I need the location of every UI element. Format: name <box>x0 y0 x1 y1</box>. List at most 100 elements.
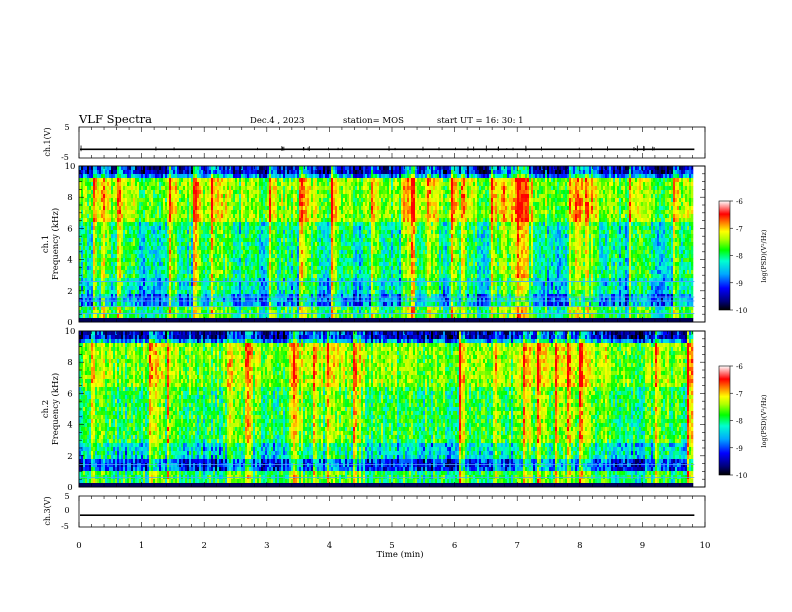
spectrogram-cell <box>173 190 175 194</box>
spectrogram-cell <box>175 170 177 174</box>
spectrogram-cell <box>171 214 173 218</box>
spectrogram-cell <box>165 314 167 318</box>
spectrogram-cell <box>113 214 115 218</box>
spectrogram-cell <box>191 302 193 306</box>
spectrogram-cell <box>171 242 173 246</box>
spectrogram-cell <box>89 270 91 274</box>
spectrogram-cell <box>145 166 147 170</box>
spectrogram-cell <box>175 194 177 198</box>
spectrogram-cell <box>185 298 187 302</box>
spectrogram-cell <box>161 226 163 230</box>
spectrogram-cell <box>169 218 171 222</box>
spectrogram-cell <box>141 186 143 190</box>
spectrogram-cell <box>169 246 171 250</box>
spectrogram-cell <box>95 302 97 306</box>
spectrogram-cell <box>149 262 151 266</box>
spectrogram-cell <box>191 178 193 182</box>
spectrogram-cell <box>93 238 95 242</box>
spectrogram-cell <box>125 170 127 174</box>
spectrogram-cell <box>195 226 197 230</box>
spectrogram-cell <box>117 274 119 278</box>
spectrogram-cell <box>93 182 95 186</box>
spectrogram-cell <box>129 298 131 302</box>
spectrogram-cell <box>81 286 83 290</box>
spectrogram-cell <box>97 210 99 214</box>
spectrogram-cell <box>125 174 127 178</box>
spectrogram-cell <box>171 166 173 170</box>
spectrogram-cell <box>177 218 179 222</box>
spectrogram-cell <box>91 210 93 214</box>
spectrogram-cell <box>111 206 113 210</box>
spectrogram-cell <box>165 198 167 202</box>
spectrogram-cell <box>95 274 97 278</box>
spectrogram-cell <box>81 202 83 206</box>
spectrogram-cell <box>119 294 121 298</box>
spectrogram-cell <box>151 266 153 270</box>
spectrogram-cell <box>97 262 99 266</box>
spectrogram-cell <box>179 190 181 194</box>
spectrogram-cell <box>189 314 191 318</box>
spectrogram-cell <box>179 294 181 298</box>
spectrogram-cell <box>113 274 115 278</box>
spectrogram-cell <box>109 194 111 198</box>
spectrogram-cell <box>83 282 85 286</box>
spectrogram-cell <box>81 314 83 318</box>
spectrogram-cell <box>127 282 129 286</box>
spectrogram-cell <box>133 218 135 222</box>
spectrogram-cell <box>117 218 119 222</box>
spectrogram-cell <box>85 290 87 294</box>
spectrogram-cell <box>139 222 141 226</box>
spectrogram-cell <box>135 274 137 278</box>
spectrogram-cell <box>179 182 181 186</box>
spectrogram-cell <box>193 290 195 294</box>
spectrogram-cell <box>89 194 91 198</box>
spectrogram-cell <box>159 314 161 318</box>
spectrogram-cell <box>101 298 103 302</box>
spectrogram-cell <box>153 186 155 190</box>
spectrogram-cell <box>171 234 173 238</box>
spectrogram-cell <box>181 170 183 174</box>
spectrogram-cell <box>179 234 181 238</box>
spectrogram-cell <box>193 266 195 270</box>
spectrogram-cell <box>197 190 199 194</box>
spectrogram-cell <box>187 298 189 302</box>
spectrogram-cell <box>177 290 179 294</box>
spectrogram-cell <box>125 182 127 186</box>
spectrogram-cell <box>189 250 191 254</box>
spectrogram-cell <box>163 314 165 318</box>
spectrogram-cell <box>103 266 105 270</box>
spectrogram-cell <box>111 274 113 278</box>
spectrogram-cell <box>127 182 129 186</box>
spectrogram-cell <box>133 186 135 190</box>
spectrogram-cell <box>139 234 141 238</box>
spectrogram-cell <box>99 166 101 170</box>
spectrogram-cell <box>181 254 183 258</box>
spectrogram-cell <box>111 202 113 206</box>
spectrogram-cell <box>193 262 195 266</box>
spectrogram-cell <box>179 218 181 222</box>
spectrogram-cell <box>155 250 157 254</box>
spectrogram-cell <box>193 174 195 178</box>
spectrogram-cell <box>135 214 137 218</box>
spectrogram-cell <box>135 166 137 170</box>
spectrogram-cell <box>185 246 187 250</box>
spectrogram-cell <box>187 266 189 270</box>
spectrogram-cell <box>189 214 191 218</box>
spectrogram-cell <box>191 190 193 194</box>
spectrogram-cell <box>173 194 175 198</box>
spectrogram-cell <box>87 274 89 278</box>
spectrogram-cell <box>117 186 119 190</box>
spectrogram-cell <box>101 206 103 210</box>
spectrogram-cell <box>179 254 181 258</box>
spectrogram-cell <box>95 286 97 290</box>
spectrogram-cell <box>193 202 195 206</box>
spectrogram-cell <box>121 178 123 182</box>
spectrogram-cell <box>179 298 181 302</box>
spectrogram-cell <box>173 206 175 210</box>
spectrogram-cell <box>139 178 141 182</box>
spectrogram-cell <box>175 230 177 234</box>
spectrogram-cell <box>157 230 159 234</box>
spectrogram-cell <box>121 250 123 254</box>
spectrogram-cell <box>111 258 113 262</box>
spectrogram-cell <box>89 242 91 246</box>
